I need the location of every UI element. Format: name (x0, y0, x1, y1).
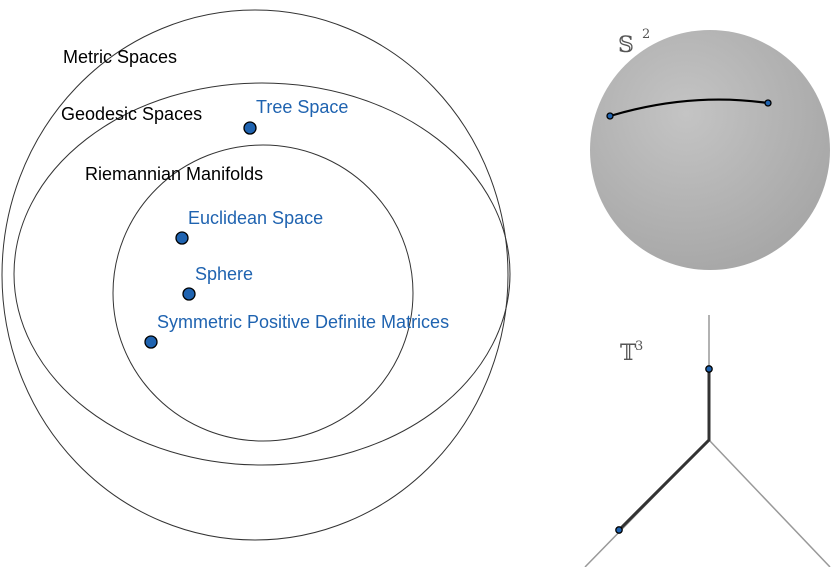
sphere-superscript: 2 (642, 27, 650, 42)
tree-point (616, 527, 622, 533)
tree-point (706, 366, 712, 372)
example-dot (145, 336, 157, 348)
sphere-point (765, 100, 771, 106)
page: {"venn": {"sets": ["Metric Spaces", "Geo… (0, 0, 831, 567)
set-label: Metric Spaces (63, 47, 177, 67)
set-label: Geodesic Spaces (61, 104, 202, 124)
set-label: Riemannian Manifolds (85, 164, 263, 184)
tree-superscript: 3 (635, 339, 643, 354)
example-dot (176, 232, 188, 244)
example-label: Sphere (195, 264, 253, 284)
example-label: Tree Space (256, 97, 348, 117)
sphere (590, 30, 830, 270)
example-label: Symmetric Positive Definite Matrices (157, 312, 449, 332)
sphere-point (607, 113, 613, 119)
sphere-symbol: 𝕊 (618, 33, 634, 58)
example-label: Euclidean Space (188, 208, 323, 228)
metric-set (2, 10, 508, 540)
geodesic-set (14, 83, 510, 465)
diagram: Metric Spaces Geodesic Spaces Riemannian… (0, 0, 831, 567)
example-dot (244, 122, 256, 134)
example-dot (183, 288, 195, 300)
tree-edge (709, 440, 830, 567)
tree-geodesic (619, 369, 709, 530)
riemannian-set (113, 145, 413, 441)
